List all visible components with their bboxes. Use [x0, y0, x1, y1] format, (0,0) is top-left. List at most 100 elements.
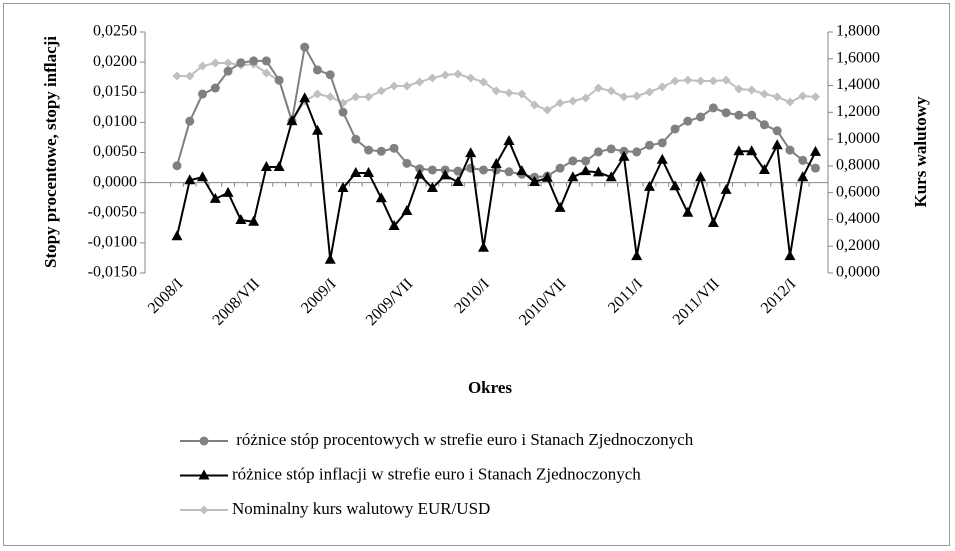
marker	[683, 116, 693, 126]
marker	[261, 68, 271, 78]
marker	[631, 250, 643, 261]
marker	[185, 71, 195, 81]
marker	[734, 84, 744, 94]
marker	[643, 180, 655, 191]
marker	[261, 56, 271, 66]
marker	[376, 86, 386, 96]
marker	[503, 135, 515, 146]
marker	[401, 204, 413, 215]
marker	[746, 145, 758, 156]
marker	[351, 134, 361, 144]
marker	[657, 82, 667, 92]
marker	[720, 183, 732, 194]
y2-tick-label: 1,0000	[836, 130, 880, 147]
marker	[337, 182, 349, 193]
marker	[811, 163, 820, 173]
marker	[236, 58, 246, 68]
marker	[785, 145, 795, 155]
marker	[453, 69, 463, 79]
marker	[542, 105, 552, 115]
marker	[273, 160, 285, 171]
marker	[452, 176, 464, 187]
marker	[312, 65, 322, 75]
marker	[426, 182, 438, 193]
marker	[632, 147, 642, 157]
y-tick-label: 0,0050	[93, 143, 137, 160]
marker	[172, 71, 182, 81]
marker	[708, 76, 718, 86]
y2-tick-label: 1,6000	[836, 49, 880, 66]
marker	[286, 115, 298, 126]
y-tick-label: 0,0200	[93, 53, 137, 70]
marker	[324, 253, 336, 264]
marker	[810, 145, 821, 156]
y2-tick-label: 1,4000	[836, 76, 880, 93]
marker	[198, 89, 208, 99]
marker	[185, 116, 195, 126]
marker	[325, 70, 335, 80]
marker	[364, 145, 374, 155]
marker	[721, 108, 731, 118]
marker	[312, 89, 322, 99]
marker	[541, 171, 553, 182]
marker	[427, 73, 437, 83]
marker	[364, 92, 374, 102]
marker	[414, 168, 426, 179]
y2-tick-label: 0,8000	[836, 157, 880, 174]
marker	[363, 166, 375, 177]
y-tick-label: 0,0000	[93, 173, 137, 190]
marker	[798, 155, 808, 165]
marker	[785, 97, 795, 107]
y-tick-label: -0,0050	[88, 203, 137, 220]
marker	[811, 92, 820, 102]
marker	[593, 83, 603, 93]
marker	[772, 92, 782, 102]
marker	[325, 92, 335, 102]
marker	[338, 107, 348, 117]
marker	[389, 143, 399, 153]
marker	[554, 201, 566, 212]
x-axis-title: Okres	[468, 378, 512, 397]
legend-label: różnice stóp procentowych w strefie euro…	[232, 430, 694, 449]
marker	[733, 145, 745, 156]
legend-label: Nominalny kurs walutowy EUR/USD	[232, 499, 490, 518]
marker	[567, 171, 579, 182]
marker	[453, 166, 463, 176]
marker	[798, 91, 808, 101]
marker	[504, 167, 514, 177]
marker	[210, 83, 220, 93]
marker	[197, 171, 209, 182]
marker	[644, 87, 654, 97]
marker	[708, 103, 718, 113]
marker	[695, 171, 707, 182]
marker	[606, 144, 616, 154]
marker	[198, 469, 210, 480]
marker	[568, 156, 578, 166]
marker	[797, 171, 809, 182]
marker	[209, 192, 221, 203]
y-tick-label: -0,0100	[88, 234, 137, 251]
marker	[734, 110, 744, 120]
marker	[657, 138, 667, 148]
y-tick-label: 0,0100	[93, 113, 137, 130]
marker	[210, 58, 220, 68]
marker	[784, 250, 796, 261]
marker	[516, 165, 528, 176]
marker	[351, 92, 361, 102]
marker	[478, 165, 488, 175]
marker	[223, 58, 233, 68]
marker	[747, 110, 757, 120]
marker	[439, 169, 451, 180]
marker	[223, 66, 233, 76]
marker	[388, 220, 400, 231]
marker	[376, 146, 386, 156]
marker	[592, 166, 604, 177]
marker	[580, 165, 592, 176]
marker	[299, 92, 311, 103]
marker	[517, 89, 527, 99]
marker	[199, 505, 209, 515]
y2-tick-label: 0,2000	[836, 237, 880, 254]
marker	[466, 73, 476, 83]
marker	[618, 150, 630, 161]
